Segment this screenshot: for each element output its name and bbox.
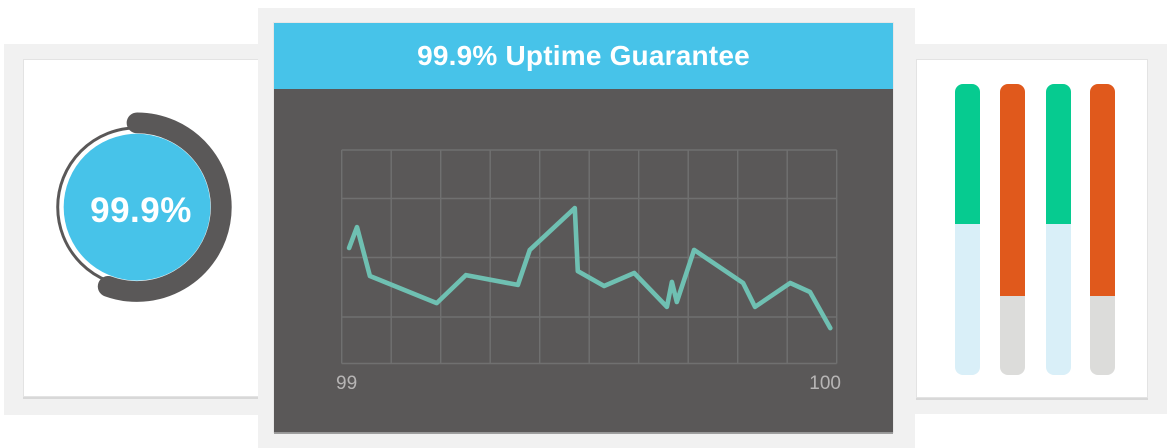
uptime-gauge-chart	[56, 112, 232, 302]
x-axis-tick-100: 100	[809, 373, 841, 394]
bar-segment-bottom	[1046, 224, 1071, 375]
uptime-chart-body: 99 100	[274, 89, 893, 432]
gauge-panel-frame: 99.9%	[4, 44, 266, 415]
bar-segment-top	[955, 84, 980, 224]
stacked-bar-2	[1000, 84, 1025, 375]
stacked-bar-1	[955, 84, 980, 375]
chart-gridlines	[341, 149, 838, 365]
bar-segment-bottom	[955, 224, 980, 375]
gauge-card: 99.9%	[23, 59, 266, 397]
bars-card	[916, 59, 1148, 398]
x-axis-tick-99: 99	[336, 373, 358, 394]
bar-segment-top	[1090, 84, 1115, 296]
bars-panel-frame	[915, 44, 1167, 414]
gauge-value-label: 99.9%	[90, 191, 192, 230]
stacked-bars-chart	[917, 60, 1147, 397]
gauge-fill-circle	[63, 133, 211, 281]
uptime-card-title: 99.9% Uptime Guarantee	[274, 23, 893, 89]
stacked-bar-4	[1090, 84, 1115, 375]
bar-segment-top	[1046, 84, 1071, 224]
gauge-progress-arc	[97, 112, 232, 302]
bar-segment-top	[1000, 84, 1025, 296]
uptime-panel-frame: 99.9% Uptime Guarantee 99 100	[258, 8, 915, 448]
uptime-line-chart	[341, 149, 838, 365]
uptime-data-line	[346, 205, 833, 331]
bar-segment-bottom	[1090, 296, 1115, 375]
bar-segment-bottom	[1000, 296, 1025, 375]
uptime-card: 99.9% Uptime Guarantee 99 100	[274, 23, 893, 432]
stacked-bar-3	[1046, 84, 1071, 375]
